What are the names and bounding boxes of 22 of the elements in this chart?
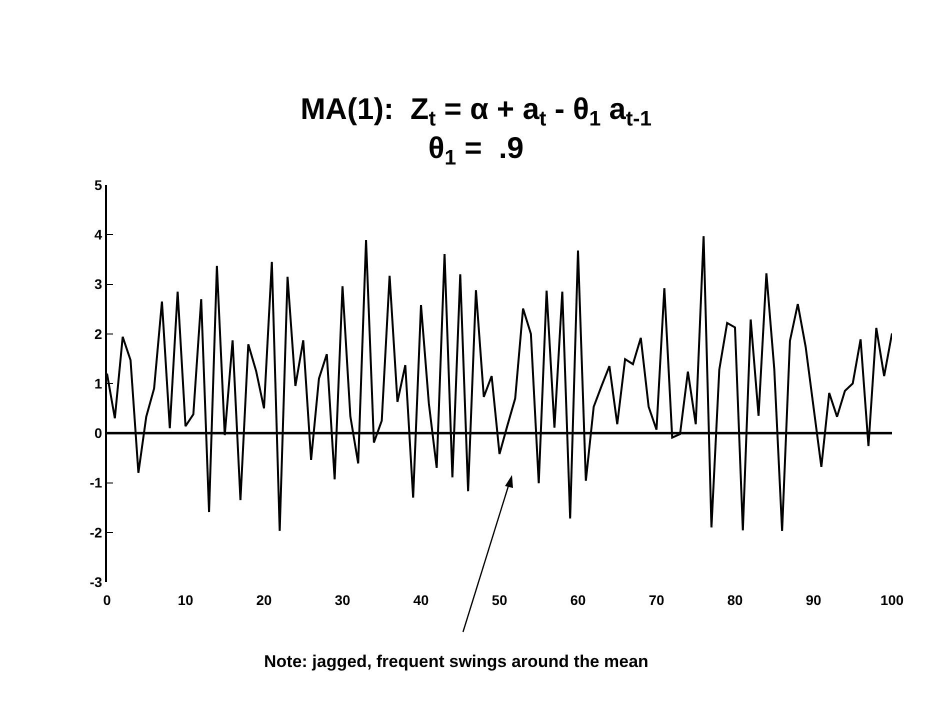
x-tick-label: 90 bbox=[806, 592, 822, 608]
y-tick-label: 2 bbox=[94, 326, 102, 342]
y-tick-label: 5 bbox=[94, 176, 102, 193]
y-tick-label: -3 bbox=[90, 574, 102, 590]
x-tick-label: 30 bbox=[334, 592, 350, 608]
x-tick-label: 20 bbox=[256, 592, 272, 608]
y-tick-label: 0 bbox=[94, 425, 102, 442]
y-tick-label: 1 bbox=[94, 375, 102, 392]
chart-title: MA(1): Z$_{t}$ = α + a$_{t}$ - θ$_{1}$ a$_{t-1}$ bbox=[300, 92, 652, 130]
x-tick-label: 10 bbox=[178, 592, 194, 608]
y-tick-label: 3 bbox=[94, 276, 102, 292]
x-tick-label: 40 bbox=[413, 592, 429, 608]
y-tick-label: 4 bbox=[94, 226, 102, 243]
x-tick-label: 70 bbox=[648, 592, 664, 608]
x-tick-label: 80 bbox=[727, 592, 743, 608]
chart-subtitle: θ$_{1}$ = .9 bbox=[428, 132, 524, 170]
x-tick-label: 50 bbox=[492, 592, 508, 608]
text: Note: jagged, frequent swings around the mean bbox=[264, 652, 648, 671]
y-tick-label: -2 bbox=[90, 524, 102, 540]
x-tick-label: 100 bbox=[880, 592, 904, 608]
y-tick-label: -1 bbox=[90, 474, 102, 491]
x-tick-label: 60 bbox=[570, 592, 586, 608]
